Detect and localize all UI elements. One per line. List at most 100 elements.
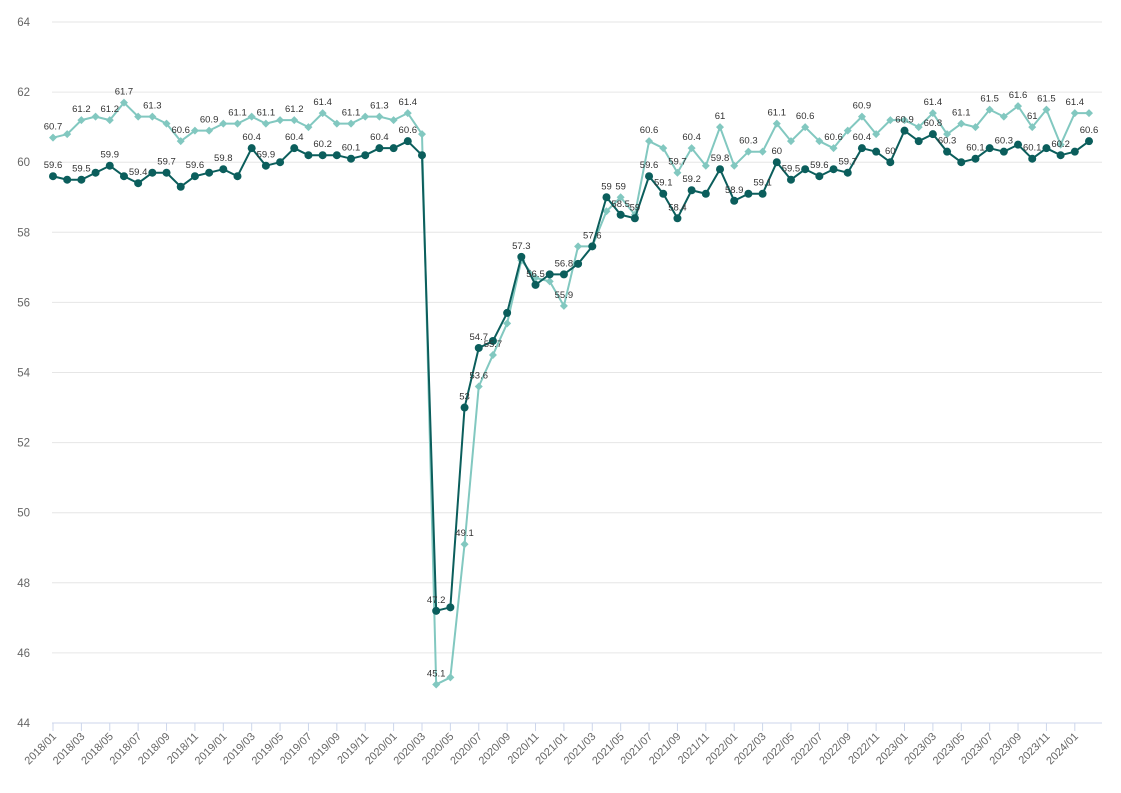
data-point <box>347 154 356 163</box>
data-point <box>758 189 767 198</box>
data-label: 59.1 <box>753 178 772 189</box>
data-point <box>119 98 128 107</box>
data-label: 60.4 <box>853 132 872 143</box>
data-label: 61.1 <box>952 108 971 119</box>
data-point <box>233 172 242 181</box>
y-tick-label: 52 <box>17 438 30 450</box>
data-point <box>1056 151 1065 160</box>
data-point <box>900 126 909 135</box>
data-label: 59.5 <box>72 164 91 175</box>
data-point <box>290 144 299 153</box>
data-point <box>531 280 540 289</box>
data-point <box>815 172 824 181</box>
data-point <box>247 112 256 121</box>
data-label: 60.6 <box>640 125 659 136</box>
data-point <box>247 144 256 153</box>
data-point <box>744 189 753 198</box>
data-point <box>801 123 810 132</box>
data-point <box>971 123 980 132</box>
series-line <box>52 101 1089 686</box>
data-point <box>105 161 114 170</box>
x-tick-label: 2021/09 <box>647 731 684 768</box>
data-point <box>375 112 384 121</box>
data-point <box>1014 102 1023 111</box>
data-point <box>389 116 398 125</box>
data-point <box>857 144 866 153</box>
data-point <box>673 168 682 177</box>
data-point <box>616 210 625 219</box>
data-label: 60.3 <box>938 136 957 147</box>
data-point <box>77 116 86 125</box>
data-label: 60.4 <box>285 132 304 143</box>
y-axis: 44 46 48 50 52 54 56 58 60 62 64 <box>17 17 30 730</box>
data-point <box>574 259 583 268</box>
data-point <box>474 343 483 352</box>
data-label: 61.1 <box>257 108 276 119</box>
data-label: 60 <box>771 146 782 157</box>
data-label: 45.1 <box>427 668 446 679</box>
data-point <box>276 158 285 167</box>
data-label: 60.1 <box>1023 143 1042 154</box>
data-label: 49.1 <box>455 528 474 539</box>
data-point <box>645 137 654 146</box>
data-point <box>233 119 242 128</box>
data-point <box>63 175 72 184</box>
data-point <box>857 112 866 121</box>
data-point <box>914 123 923 132</box>
data-point <box>1028 154 1037 163</box>
data-point <box>134 179 143 188</box>
data-label: 61.1 <box>228 108 247 119</box>
data-point <box>886 158 895 167</box>
data-point <box>460 403 469 412</box>
data-label: 60.4 <box>370 132 389 143</box>
data-label: 60 <box>885 146 896 157</box>
data-point <box>162 168 171 177</box>
data-point <box>503 319 512 328</box>
data-label: 60.6 <box>399 125 418 136</box>
series-group <box>49 98 1093 689</box>
data-point <box>332 119 341 128</box>
data-label: 58.9 <box>725 185 744 196</box>
data-label: 59.7 <box>668 157 687 168</box>
data-label: 60.4 <box>242 132 261 143</box>
data-point <box>276 116 285 125</box>
data-point <box>673 214 682 223</box>
data-label: 61.5 <box>1037 94 1056 105</box>
data-point <box>49 133 57 142</box>
data-point <box>432 606 441 615</box>
data-point <box>1070 109 1079 118</box>
data-label: 57.6 <box>583 230 602 241</box>
data-point <box>815 137 824 146</box>
data-label: 61.4 <box>1066 97 1085 108</box>
data-label: 56.8 <box>555 258 574 269</box>
data-label: 61.7 <box>115 87 134 98</box>
data-point <box>105 116 114 125</box>
data-point <box>914 137 923 146</box>
data-label: 61.2 <box>101 104 120 115</box>
data-point <box>176 182 185 191</box>
data-point <box>985 144 994 153</box>
data-point <box>474 382 483 391</box>
data-point <box>772 158 781 167</box>
data-label: 61 <box>715 111 726 122</box>
data-label: 60.9 <box>853 101 872 112</box>
y-tick-label: 64 <box>17 17 30 29</box>
data-point <box>744 147 753 156</box>
data-label: 60.9 <box>895 115 914 126</box>
x-tick-label: 2024/01 <box>1044 731 1081 768</box>
data-label: 61.4 <box>313 97 332 108</box>
data-point <box>957 119 966 128</box>
y-tick-label: 62 <box>17 87 30 99</box>
data-point <box>602 193 611 202</box>
data-point <box>545 277 554 286</box>
x-tick-label: 2023/09 <box>988 731 1025 768</box>
data-point <box>403 109 412 118</box>
data-label: 61.6 <box>1009 90 1028 101</box>
series-2 <box>49 126 1093 615</box>
data-point <box>687 186 696 195</box>
data-label: 59.1 <box>654 178 673 189</box>
data-point <box>432 680 441 689</box>
data-point <box>375 144 384 153</box>
data-point <box>985 105 994 114</box>
